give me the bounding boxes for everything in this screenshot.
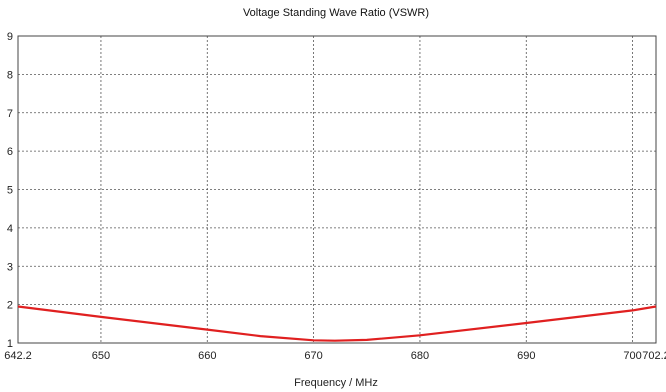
vswr-series-line (17, 305, 657, 342)
y-tick-label: 1 (7, 338, 13, 350)
chart-title: Voltage Standing Wave Ratio (VSWR) (243, 7, 429, 19)
y-tick-label: 9 (7, 31, 13, 43)
x-tick-label: 642.2 (4, 350, 32, 362)
y-tick-label: 6 (7, 146, 13, 158)
x-tick-label: 650 (92, 350, 110, 362)
x-tick-label: 700 (623, 350, 641, 362)
y-tick-label: 5 (7, 185, 13, 197)
x-axis-label: Frequency / MHz (294, 377, 378, 389)
x-tick-label: 670 (304, 350, 322, 362)
x-tick-label: 680 (411, 350, 429, 362)
y-tick-label: 3 (7, 261, 13, 273)
y-tick-label: 7 (7, 108, 13, 120)
grid-layer (18, 36, 656, 343)
x-tick-label: 660 (198, 350, 216, 362)
x-tick-label: 690 (517, 350, 535, 362)
plot-frame (17, 35, 657, 344)
x-tick-label: 702.2 (642, 350, 666, 362)
y-tick-label: 2 (7, 300, 13, 312)
y-tick-label: 8 (7, 69, 13, 81)
y-tick-label: 4 (7, 223, 13, 235)
series-layer (17, 305, 657, 342)
